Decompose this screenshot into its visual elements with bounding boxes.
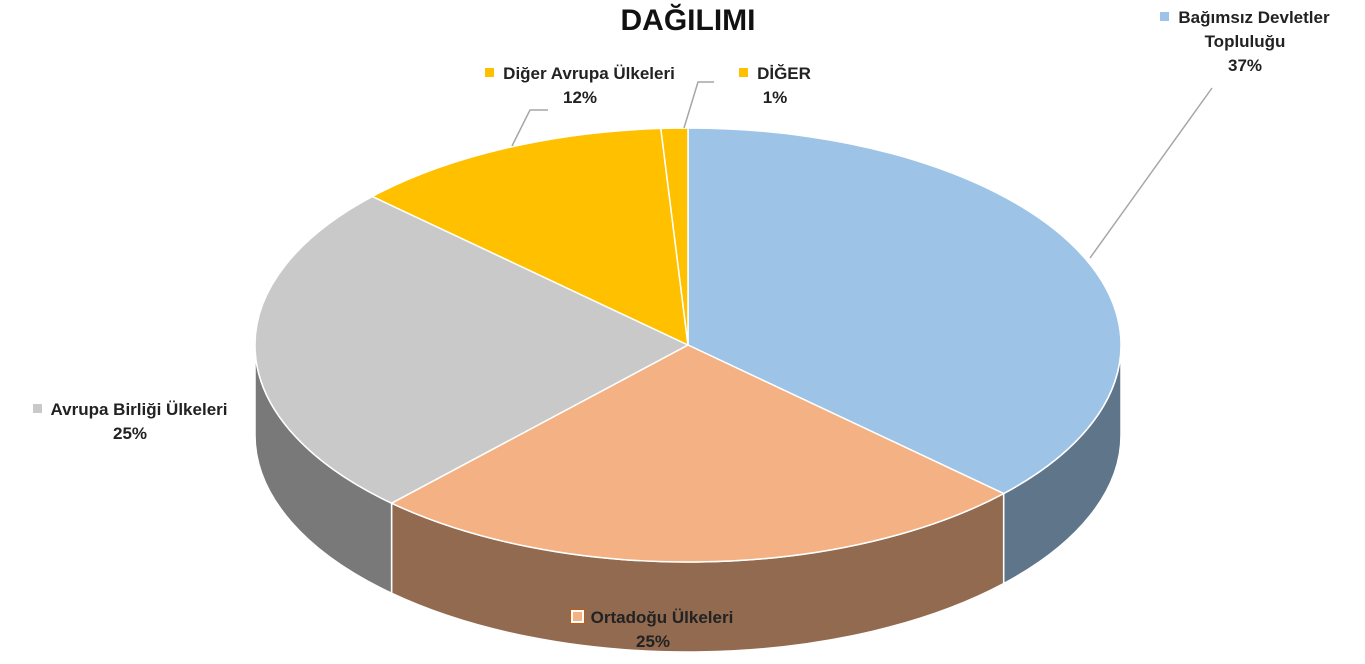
leader-line [511, 109, 548, 147]
leader-line [1089, 87, 1213, 259]
slice [659, 127, 689, 346]
label-name: Diğer Avrupa Ülkeleri [450, 62, 710, 86]
slice [254, 195, 690, 505]
legend-marker [485, 68, 495, 77]
value-label: 25% [635, 632, 671, 651]
value-label: 12% [562, 88, 598, 107]
data-label: Avrupa Birliği Ülkeleri 25% [0, 398, 260, 446]
label-name: Bağımsız Devletler Topluluğu [1145, 6, 1345, 54]
legend-marker [1160, 12, 1170, 21]
slice [687, 127, 1122, 495]
category-label: Ortadoğu Ülkeleri [590, 608, 734, 627]
data-label: Ortadoğu Ülkeleri 25% [523, 606, 783, 654]
label-name: Ortadoğu Ülkeleri [523, 606, 783, 630]
slice [370, 127, 689, 347]
value-label: 37% [1227, 56, 1263, 75]
label-name: Avrupa Birliği Ülkeleri [0, 398, 260, 422]
label-name: DİĞER [715, 62, 835, 86]
value-label: 1% [762, 88, 788, 107]
legend-marker [32, 404, 42, 413]
data-label: DİĞER 1% [715, 62, 835, 110]
category-label: DİĞER [757, 64, 811, 83]
leader-line [683, 81, 714, 129]
legend-marker [570, 610, 584, 623]
slice [389, 344, 1006, 563]
category-label: Avrupa Birliği Ülkeleri [50, 400, 228, 419]
chart-title: DAĞILIMI [620, 4, 756, 37]
data-label: Diğer Avrupa Ülkeleri 12% [450, 62, 710, 110]
category-label: Bağımsız Devletler Topluluğu [1178, 8, 1330, 51]
legend-marker [739, 68, 749, 77]
data-label: Bağımsız Devletler Topluluğu 37% [1145, 6, 1345, 78]
value-label: 25% [112, 424, 148, 443]
category-label: Diğer Avrupa Ülkeleri [503, 64, 675, 83]
